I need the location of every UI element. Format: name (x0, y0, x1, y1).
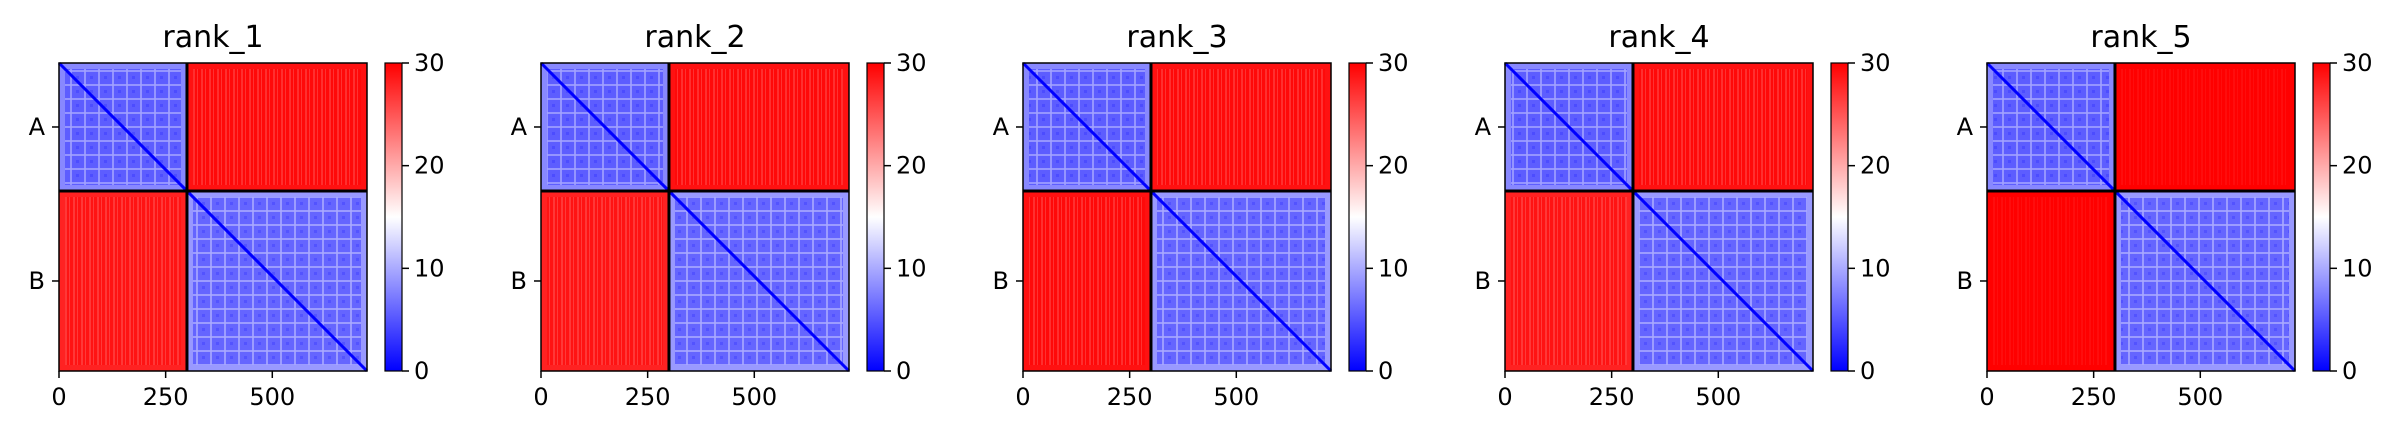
x-tick-label: 250 (143, 383, 189, 411)
panel-title: rank_5 (2090, 20, 2191, 55)
panel-frame (1022, 62, 1332, 372)
y-tick-label: B (1475, 267, 1491, 295)
y-tick-label: B (1957, 267, 1973, 295)
colorbar (2312, 62, 2331, 372)
x-tick-label: 0 (1015, 383, 1030, 411)
colorbar-tick-label: 0 (2342, 357, 2357, 385)
heatmap-texture-ba (1511, 196, 1627, 365)
colorbar-tick-label: 0 (1378, 357, 1393, 385)
panel-frame (1504, 62, 1814, 372)
panel-frame (1986, 62, 2296, 372)
colorbar-tick-label: 20 (896, 152, 927, 180)
heatmap-texture-ba (547, 196, 663, 365)
y-tick-label: B (511, 267, 527, 295)
colorbar-tick-label: 30 (896, 49, 927, 77)
colorbar-tick-label: 10 (896, 254, 927, 282)
panel-title: rank_4 (1608, 20, 1709, 55)
colorbar-tick-label: 0 (896, 357, 911, 385)
heatmap-diagonal (539, 61, 851, 373)
heatmap-texture-ba (1993, 196, 2109, 365)
heatmap-diagonal (1021, 61, 1333, 373)
y-tick-label: A (1957, 113, 1974, 141)
heatmap-texture-ba (1029, 196, 1145, 365)
y-tick-label: B (29, 267, 45, 295)
panel-1: rank_1 A B 0 250 500 0 10 20 30 (29, 20, 445, 411)
heatmap-texture-ab (192, 69, 361, 185)
colorbar-tick-label: 30 (1860, 49, 1891, 77)
colorbar (1348, 62, 1367, 372)
panel-3: rank_3 A B 0 250 500 0 10 20 30 (993, 20, 1409, 411)
panel-4: rank_4 A B 0 250 500 0 10 20 30 (1475, 20, 1891, 411)
colorbar-tick-label: 20 (414, 152, 445, 180)
colorbar-tick-label: 0 (414, 357, 429, 385)
y-tick-label: A (993, 113, 1010, 141)
colorbar-tick-label: 30 (414, 49, 445, 77)
panel-title: rank_1 (162, 20, 263, 55)
colorbar-tick-label: 10 (2342, 254, 2373, 282)
colorbar (384, 62, 403, 372)
y-tick-label: A (511, 113, 528, 141)
colorbar-tick-label: 20 (1378, 152, 1409, 180)
x-tick-label: 250 (1107, 383, 1153, 411)
x-tick-label: 500 (1213, 383, 1259, 411)
colorbar (866, 62, 885, 372)
x-tick-label: 250 (625, 383, 671, 411)
x-tick-label: 0 (533, 383, 548, 411)
panel-5: rank_5 A B 0 250 500 0 10 20 30 (1957, 20, 2373, 411)
y-tick-label: A (1475, 113, 1492, 141)
x-tick-label: 0 (51, 383, 66, 411)
heatmap-texture-ba (65, 196, 181, 365)
colorbar-tick-label: 20 (2342, 152, 2373, 180)
heatmap-texture-ab (674, 69, 843, 185)
panel-title: rank_2 (644, 20, 745, 55)
x-tick-label: 250 (2071, 383, 2117, 411)
x-tick-label: 500 (1695, 383, 1741, 411)
heatmap-texture-ab (2120, 69, 2289, 185)
x-tick-label: 500 (2177, 383, 2223, 411)
panel-frame (540, 62, 850, 372)
panel-frame (58, 62, 368, 372)
heatmap-diagonal (57, 61, 369, 373)
colorbar-tick-label: 20 (1860, 152, 1891, 180)
x-tick-label: 500 (249, 383, 295, 411)
x-tick-label: 0 (1979, 383, 1994, 411)
panel-2: rank_2 A B 0 250 500 0 10 20 30 (511, 20, 927, 411)
colorbar-tick-label: 0 (1860, 357, 1875, 385)
heatmap-texture-ab (1156, 69, 1325, 185)
colorbar-tick-label: 10 (1860, 254, 1891, 282)
x-tick-label: 0 (1497, 383, 1512, 411)
y-tick-label: A (29, 113, 46, 141)
y-tick-label: B (993, 267, 1009, 295)
colorbar-tick-label: 30 (2342, 49, 2373, 77)
colorbar (1830, 62, 1849, 372)
heatmap-texture-ab (1638, 69, 1807, 185)
colorbar-tick-label: 10 (414, 254, 445, 282)
colorbar-tick-label: 30 (1378, 49, 1409, 77)
colorbar-tick-label: 10 (1378, 254, 1409, 282)
heatmap-diagonal (1985, 61, 2297, 373)
x-tick-label: 250 (1589, 383, 1635, 411)
x-tick-label: 500 (731, 383, 777, 411)
heatmap-diagonal (1503, 61, 1815, 373)
panel-title: rank_3 (1126, 20, 1227, 55)
